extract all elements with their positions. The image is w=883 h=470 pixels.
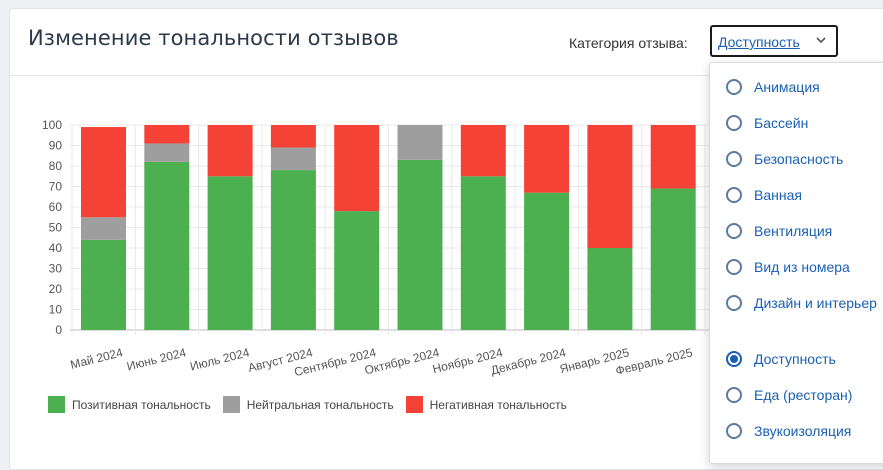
category-option-label: Бассейн: [754, 115, 809, 131]
category-option-label: Еда (ресторан): [754, 387, 853, 403]
category-filter-label: Категория отзыва:: [569, 35, 688, 51]
legend-swatch: [48, 396, 65, 413]
y-tick-label: 50: [49, 221, 63, 235]
category-option-label: Безопасность: [754, 151, 844, 167]
bar-segment: [144, 161, 190, 330]
card-header: Изменение тональности отзывов Категория …: [10, 9, 883, 76]
legend-label: Позитивная тональность: [72, 397, 211, 412]
chart-legend: Позитивная тональность Нейтральная тональ…: [48, 396, 567, 413]
bar-segment: [270, 125, 316, 148]
bar-segment: [144, 125, 190, 144]
radio-unchecked-icon[interactable]: [726, 187, 742, 203]
bar-segment: [207, 125, 253, 177]
radio-unchecked-icon[interactable]: [726, 151, 742, 167]
x-tick-label: Июнь 2024: [125, 345, 187, 373]
bar-segment: [81, 217, 126, 240]
radio-unchecked-icon[interactable]: [726, 387, 742, 403]
legend-swatch: [405, 396, 423, 413]
radio-unchecked-icon[interactable]: [726, 115, 742, 131]
y-tick-label: 40: [49, 241, 63, 255]
radio-unchecked-icon[interactable]: [726, 79, 742, 95]
page-title: Изменение тональности отзывов: [28, 26, 399, 50]
category-option-label: Звукоизоляция: [754, 423, 852, 439]
legend-label: Нейтральная тональность: [246, 397, 394, 412]
radio-unchecked-icon[interactable]: [726, 295, 742, 311]
bar-segment: [650, 188, 696, 330]
x-tick-label: Июль 2024: [189, 345, 252, 373]
bar-segment: [650, 125, 696, 189]
radio-checked-icon[interactable]: [726, 351, 742, 367]
y-tick-label: 0: [55, 323, 62, 337]
legend-item[interactable]: Нейтральная тональность: [222, 396, 394, 413]
radio-unchecked-icon[interactable]: [726, 259, 742, 275]
legend-item[interactable]: Негативная тональность: [405, 396, 567, 413]
y-tick-label: 30: [49, 262, 63, 276]
category-select[interactable]: Доступность: [710, 25, 838, 57]
category-select-value: Доступность: [718, 34, 800, 50]
y-tick-label: 80: [49, 159, 63, 173]
category-option-label: Вентиляция: [754, 223, 833, 239]
category-option-label: Ванная: [754, 187, 802, 203]
y-tick-label: 100: [42, 118, 62, 132]
legend-swatch: [222, 396, 240, 413]
bar-segment: [270, 170, 316, 330]
legend-label: Негативная тональность: [429, 397, 567, 412]
bar-segment: [460, 176, 506, 330]
bar-segment: [270, 147, 316, 171]
category-option-label: Вид из номера: [754, 259, 850, 275]
y-tick-label: 10: [49, 303, 63, 317]
radio-unchecked-icon[interactable]: [726, 423, 742, 439]
bar-segment: [334, 125, 380, 212]
category-option-label: Доступность: [754, 351, 836, 367]
y-tick-label: 60: [49, 200, 63, 214]
x-tick-label: Май 2024: [69, 345, 125, 372]
bar-segment: [397, 125, 443, 160]
radio-unchecked-icon[interactable]: [726, 223, 742, 239]
bar-segment: [397, 159, 443, 330]
bar-segment: [81, 127, 126, 218]
bar-segment: [144, 143, 190, 162]
category-dropdown: Анимация Бассейн Безопасность Ванная Вентиля…: [709, 62, 883, 464]
legend-item[interactable]: Позитивная тональность: [48, 396, 211, 413]
category-option-label: Дизайн и интерьер: [754, 295, 877, 311]
bar-segment: [524, 192, 570, 330]
y-tick-label: 70: [49, 180, 63, 194]
y-tick-label: 90: [49, 139, 63, 153]
bar-segment: [81, 239, 126, 330]
bar-segment: [207, 176, 253, 330]
bar-segment: [587, 248, 633, 330]
category-option-label: Анимация: [754, 79, 820, 95]
bar-segment: [334, 211, 380, 330]
bar-segment: [460, 125, 506, 177]
chevron-down-icon: [816, 37, 826, 44]
bar-segment: [524, 125, 570, 193]
y-tick-label: 20: [49, 282, 63, 296]
bar-segment: [587, 125, 633, 248]
